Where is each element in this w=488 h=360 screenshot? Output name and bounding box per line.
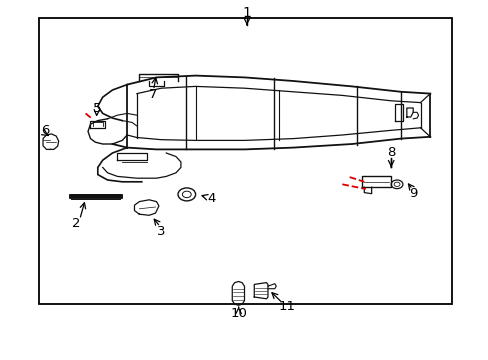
Text: 9: 9	[408, 187, 417, 200]
Text: 11: 11	[279, 300, 295, 313]
Text: 2: 2	[71, 217, 80, 230]
Text: 10: 10	[230, 307, 246, 320]
Text: 7: 7	[148, 88, 157, 101]
Text: 5: 5	[92, 102, 101, 114]
Text: 8: 8	[386, 146, 395, 159]
Text: 1: 1	[242, 6, 251, 19]
Text: 3: 3	[157, 225, 165, 238]
Text: 4: 4	[206, 192, 215, 205]
Text: 6: 6	[41, 124, 49, 137]
Bar	[39, 18, 451, 304]
